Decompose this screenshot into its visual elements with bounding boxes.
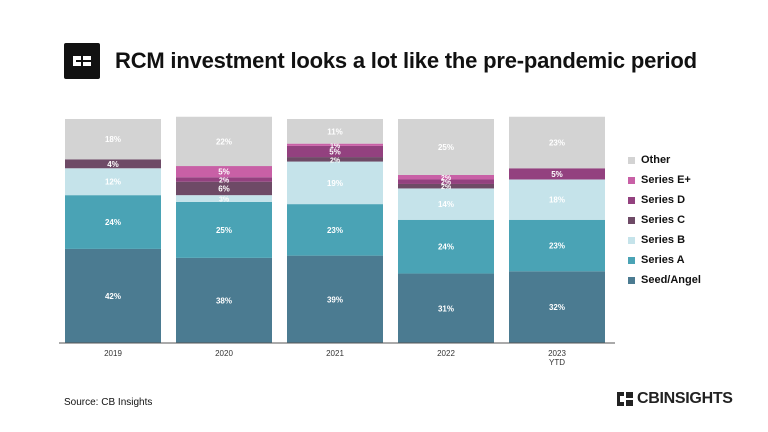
bar-segment xyxy=(65,248,161,343)
legend-item: Other xyxy=(628,150,701,170)
data-label: 2% xyxy=(441,180,452,187)
bar-segment xyxy=(287,143,383,146)
bar-segment xyxy=(287,145,383,158)
data-label: 2% xyxy=(219,177,230,184)
x-tick-label: 2022 xyxy=(437,349,455,358)
data-label: 23% xyxy=(327,226,343,235)
data-label: 24% xyxy=(105,218,121,227)
x-tick-label: 2020 xyxy=(215,349,233,358)
legend-swatch xyxy=(628,196,635,204)
legend-item: Series C xyxy=(628,210,701,230)
bar-segment xyxy=(398,273,494,343)
legend-label: Series D xyxy=(641,194,686,206)
brand-logo: CBINSIGHTS xyxy=(617,390,733,408)
data-label: 18% xyxy=(105,135,121,144)
bar-segment xyxy=(176,116,272,167)
data-label: 23% xyxy=(549,242,565,251)
bar-segment xyxy=(65,168,161,196)
bar-segment xyxy=(65,119,161,160)
data-label: 18% xyxy=(549,196,565,205)
bar-segment xyxy=(176,177,272,182)
bar-segment xyxy=(398,183,494,189)
legend-label: Series B xyxy=(641,234,686,246)
data-label: 42% xyxy=(105,292,121,301)
legend-label: Series C xyxy=(641,214,686,226)
bar-segment xyxy=(287,161,383,205)
data-label: 11% xyxy=(327,127,343,136)
x-tick-label: YTD xyxy=(549,358,565,367)
legend-label: Series E+ xyxy=(641,174,691,186)
data-label: 24% xyxy=(438,243,454,252)
bar-segment xyxy=(176,195,272,202)
data-label: 32% xyxy=(549,303,565,312)
data-label: 38% xyxy=(216,296,232,305)
page-title: RCM investment looks a lot like the pre-… xyxy=(115,48,697,73)
data-label: 1% xyxy=(330,143,341,150)
cb-logo-icon xyxy=(64,43,100,79)
bar-segment xyxy=(509,271,605,343)
data-label: 14% xyxy=(438,200,454,209)
x-tick-label: 2019 xyxy=(104,349,122,358)
legend-swatch xyxy=(628,256,635,264)
data-label: 5% xyxy=(329,147,341,156)
legend-label: Series A xyxy=(641,254,685,266)
bar-segment xyxy=(287,255,383,343)
data-label: 6% xyxy=(218,184,230,193)
bar-segment xyxy=(509,168,605,180)
bar-segment xyxy=(176,257,272,343)
legend-swatch xyxy=(628,216,635,224)
data-label: 23% xyxy=(549,139,565,148)
bar-segment xyxy=(509,116,605,169)
bar-segment xyxy=(287,157,383,162)
bar-segment xyxy=(65,195,161,249)
data-label: 3% xyxy=(219,197,230,204)
source-note: Source: CB Insights xyxy=(64,397,153,408)
bar-segment xyxy=(65,159,161,169)
data-label: 25% xyxy=(438,143,454,152)
legend-swatch xyxy=(628,176,635,184)
bar-segment xyxy=(176,181,272,196)
bar-segment xyxy=(287,119,383,144)
data-label: 5% xyxy=(218,168,230,177)
data-label: 39% xyxy=(327,295,343,304)
legend-swatch xyxy=(628,236,635,244)
data-label: 2% xyxy=(330,157,341,164)
data-label: 5% xyxy=(551,170,563,179)
bar-segment xyxy=(398,188,494,220)
data-label: 25% xyxy=(216,226,232,235)
bar-segment xyxy=(509,219,605,272)
data-label: 2% xyxy=(441,175,452,182)
data-label: 31% xyxy=(438,304,454,313)
data-label: 4% xyxy=(107,160,119,169)
bar-segment xyxy=(398,219,494,274)
data-label: 2% xyxy=(441,184,452,191)
bar-segment xyxy=(509,179,605,220)
legend-swatch xyxy=(628,156,635,164)
legend-label: Seed/Angel xyxy=(641,274,701,286)
legend-label: Other xyxy=(641,154,671,166)
data-label: 22% xyxy=(216,137,232,146)
legend-item: Series A xyxy=(628,250,701,270)
legend-item: Series D xyxy=(628,190,701,210)
bar-segment xyxy=(398,175,494,180)
brand-name: CBINSIGHTS xyxy=(637,390,733,407)
bar-segment xyxy=(176,201,272,258)
legend-swatch xyxy=(628,276,635,284)
bar-segment xyxy=(176,166,272,178)
bar-segment xyxy=(398,119,494,175)
legend-item: Series E+ xyxy=(628,170,701,190)
data-label: 19% xyxy=(327,179,343,188)
bar-segment xyxy=(398,179,494,184)
legend-item: Seed/Angel xyxy=(628,270,701,290)
bar-segment xyxy=(287,204,383,256)
x-tick-label: 2023 xyxy=(548,349,566,358)
data-label: 12% xyxy=(105,178,121,187)
legend-item: Series B xyxy=(628,230,701,250)
x-tick-label: 2021 xyxy=(326,349,344,358)
cb-brand-icon xyxy=(617,392,633,406)
chart-legend: Other Series E+ Series D Series C Series B Se… xyxy=(628,150,701,290)
